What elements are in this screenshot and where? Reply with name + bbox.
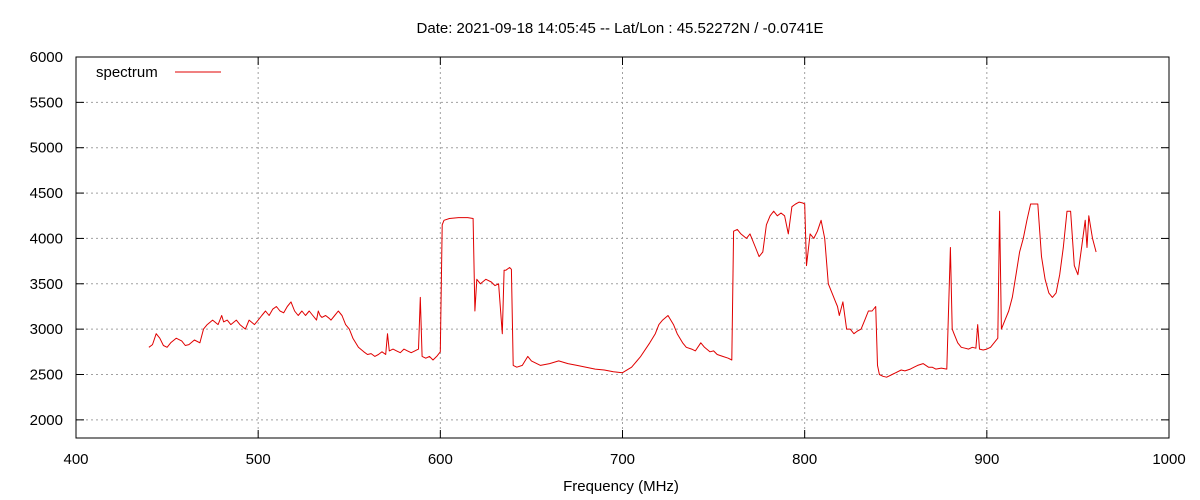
x-tick-label: 400 bbox=[63, 451, 88, 468]
y-tick-label: 2000 bbox=[30, 412, 63, 429]
y-tick-label: 4000 bbox=[30, 230, 63, 247]
y-tick-label: 2500 bbox=[30, 367, 63, 384]
y-tick-label: 3000 bbox=[30, 321, 63, 338]
series-line-spectrum bbox=[148, 201, 1097, 378]
x-tick-label: 700 bbox=[610, 451, 635, 468]
y-tick-label: 5500 bbox=[30, 94, 63, 111]
legend-label: spectrum bbox=[96, 64, 158, 81]
x-tick-label: 600 bbox=[428, 451, 453, 468]
legend: spectrum bbox=[96, 64, 221, 81]
grid bbox=[76, 57, 1169, 438]
axis-ticks: 400 500 600 700 800 900 1000 2000 2500 3000 3500 40… bbox=[30, 49, 1186, 468]
series-layer bbox=[148, 201, 1097, 378]
y-tick-label: 3500 bbox=[30, 276, 63, 293]
y-tick-label: 6000 bbox=[30, 49, 63, 66]
x-tick-label: 800 bbox=[792, 451, 817, 468]
x-tick-label: 900 bbox=[974, 451, 999, 468]
y-tick-label: 5000 bbox=[30, 140, 63, 157]
chart-title: Date: 2021-09-18 14:05:45 -- Lat/Lon : 4… bbox=[417, 20, 824, 37]
x-axis-label: Frequency (MHz) bbox=[563, 478, 679, 495]
x-tick-label: 1000 bbox=[1152, 451, 1185, 468]
x-tick-label: 500 bbox=[246, 451, 271, 468]
y-tick-label: 4500 bbox=[30, 185, 63, 202]
plot-frame bbox=[75, 56, 1170, 439]
